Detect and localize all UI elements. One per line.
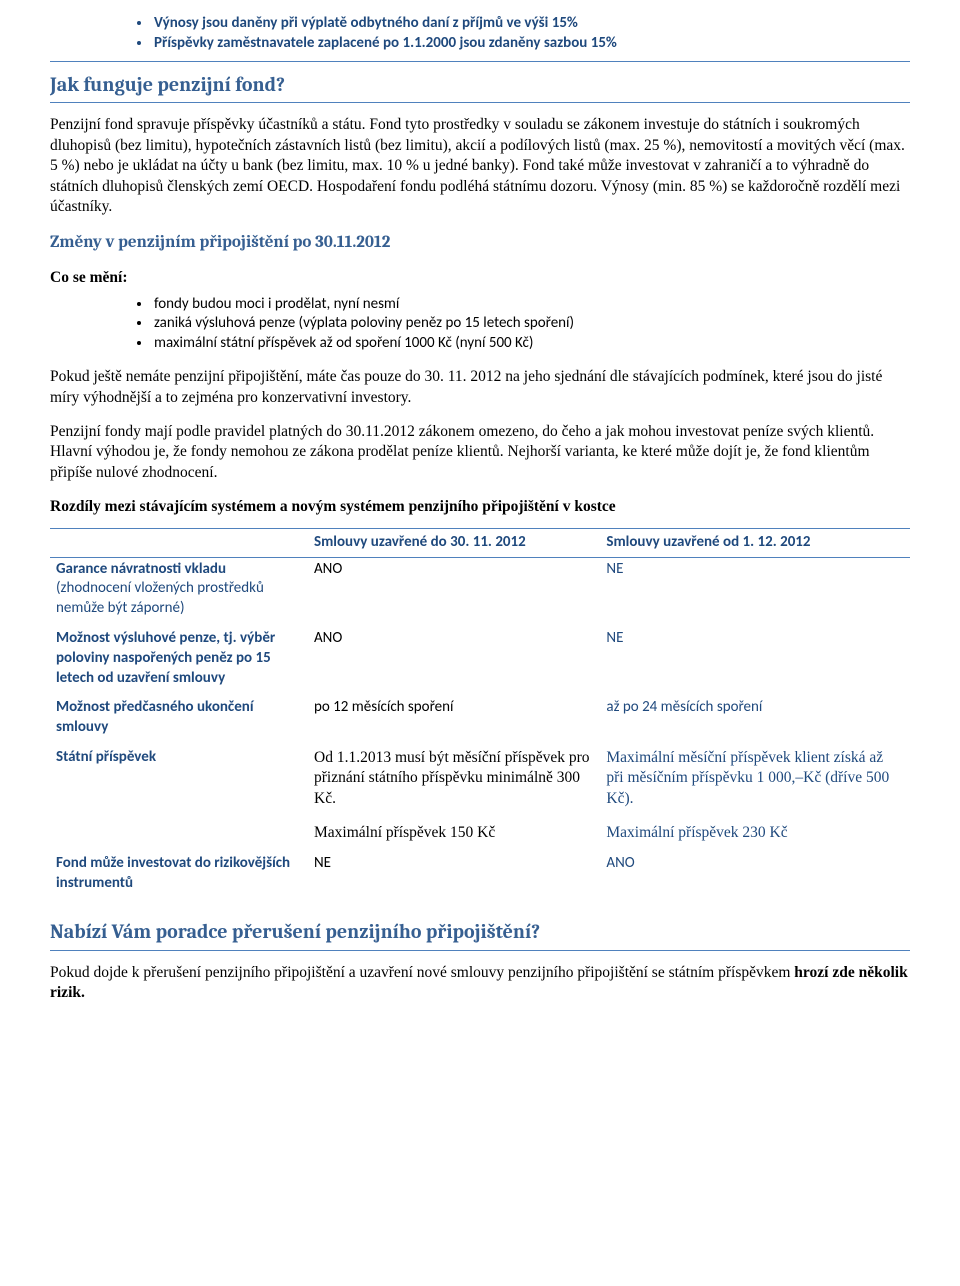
- table-row: Možnost předčasného ukončení smlouvy po …: [50, 696, 910, 746]
- changes-item: maximální státní příspěvek až od spoření…: [152, 334, 910, 354]
- row-after-b: Maximální příspěvek 230 Kč: [606, 823, 904, 843]
- row-label-strong: Možnost předčasného ukončení smlouvy: [56, 698, 254, 736]
- table-row: Garance návratnosti vkladu (zhodnocení v…: [50, 557, 910, 627]
- p4-text: Pokud dojde k přerušení penzijního připo…: [50, 964, 794, 981]
- row-after: NE: [600, 627, 910, 696]
- row-label: Fond může investovat do rizikovějších in…: [50, 852, 308, 902]
- table-row: Fond může investovat do rizikovějších in…: [50, 852, 910, 902]
- row-label-strong: Fond může investovat do rizikovějších in…: [56, 854, 290, 892]
- heading-underline: [50, 950, 910, 951]
- row-after: Maximální měsíční příspěvek klient získá…: [600, 746, 910, 852]
- table-col-before: Smlouvy uzavřené do 30. 11. 2012: [308, 528, 600, 557]
- table-row: Možnost výsluhové penze, tj. výběr polov…: [50, 627, 910, 696]
- row-label-strong: Garance návratnosti vkladu: [56, 560, 226, 578]
- row-label: Státní příspěvek: [50, 746, 308, 852]
- top-bullet-item: Výnosy jsou daněny při výplatě odbytného…: [152, 14, 910, 34]
- row-before: ANO: [308, 627, 600, 696]
- row-label-strong: Státní příspěvek: [56, 748, 156, 766]
- paragraph-risks: Pokud dojde k přerušení penzijního připo…: [50, 963, 910, 1004]
- row-label-rest: (zhodnocení vložených prostředků nemůže …: [56, 579, 264, 617]
- row-before-a: Od 1.1.2013 musí být měsíční příspěvek p…: [314, 748, 594, 809]
- section-rule: [50, 61, 910, 62]
- row-label: Možnost výsluhové penze, tj. výběr polov…: [50, 627, 308, 696]
- paragraph-deadline: Pokud ještě nemáte penzijní připojištění…: [50, 367, 910, 408]
- table-row: Státní příspěvek Od 1.1.2013 musí být mě…: [50, 746, 910, 852]
- comparison-table: Smlouvy uzavřené do 30. 11. 2012 Smlouvy…: [50, 528, 910, 902]
- changes-list: fondy budou moci i prodělat, nyní nesmí …: [130, 295, 910, 354]
- row-label: Možnost předčasného ukončení smlouvy: [50, 696, 308, 746]
- paragraph-rules: Penzijní fondy mají podle pravidel platn…: [50, 422, 910, 483]
- paragraph-intro: Penzijní fond spravuje příspěvky účastní…: [50, 115, 910, 217]
- diff-heading: Rozdíly mezi stávajícím systémem a novým…: [50, 497, 910, 517]
- changes-item: fondy budou moci i prodělat, nyní nesmí: [152, 295, 910, 315]
- changes-item: zaniká výsluhová penze (výplata poloviny…: [152, 314, 910, 334]
- row-label: Garance návratnosti vkladu (zhodnocení v…: [50, 557, 308, 627]
- row-after-a: Maximální měsíční příspěvek klient získá…: [606, 748, 904, 809]
- row-label-strong: Možnost výsluhové penze, tj. výběr polov…: [56, 629, 275, 687]
- changes-lead: Co se mění:: [50, 268, 910, 288]
- row-before-b: Maximální příspěvek 150 Kč: [314, 823, 594, 843]
- heading-zmeny: Změny v penzijním připojištění po 30.11.…: [50, 232, 910, 254]
- row-before: Od 1.1.2013 musí být měsíční příspěvek p…: [308, 746, 600, 852]
- heading-nabizi: Nabízí Vám poradce přerušení penzijního …: [50, 919, 910, 945]
- heading-jak-funguje: Jak funguje penzijní fond?: [50, 72, 910, 98]
- table-header-row: Smlouvy uzavřené do 30. 11. 2012 Smlouvy…: [50, 528, 910, 557]
- row-after: NE: [600, 557, 910, 627]
- row-after: ANO: [600, 852, 910, 902]
- top-bullet-item: Příspěvky zaměstnavatele zaplacené po 1.…: [152, 34, 910, 54]
- row-after: až po 24 měsících spoření: [600, 696, 910, 746]
- heading-underline: [50, 102, 910, 103]
- table-col-empty: [50, 528, 308, 557]
- row-before: NE: [308, 852, 600, 902]
- table-col-after: Smlouvy uzavřené od 1. 12. 2012: [600, 528, 910, 557]
- top-bullets: Výnosy jsou daněny při výplatě odbytného…: [50, 14, 910, 53]
- row-before: ANO: [308, 557, 600, 627]
- row-before: po 12 měsících spoření: [308, 696, 600, 746]
